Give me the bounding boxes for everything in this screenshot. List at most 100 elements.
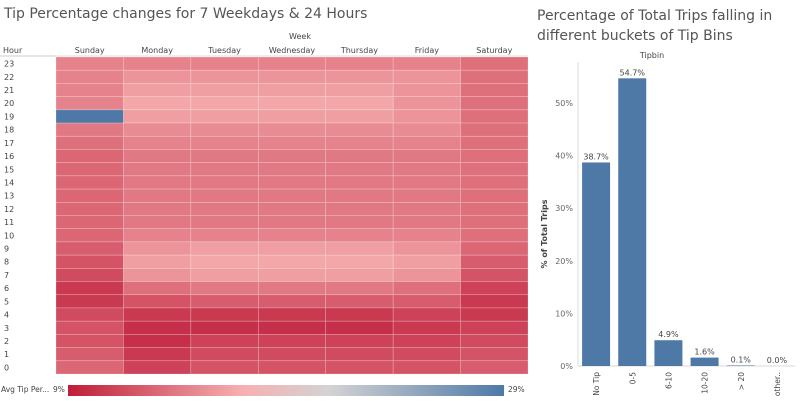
heatmap-cell-monday-8 <box>123 254 192 269</box>
heatmap-cell-thursday-21 <box>325 83 394 97</box>
heatmap-cell-sunday-5 <box>55 294 124 309</box>
row-header-label: Hour <box>3 46 23 55</box>
heatmap-cell-thursday-20 <box>325 96 394 111</box>
heatmap-cell-wednesday-22 <box>257 69 327 84</box>
heatmap-cell-saturday-1 <box>460 347 529 362</box>
bar--20 <box>726 365 755 366</box>
heatmap-cell-saturday-3 <box>460 320 529 335</box>
heatmap-cell-sunday-19 <box>55 109 124 124</box>
heatmap-cell-wednesday-2 <box>257 334 327 348</box>
heatmap-cell-wednesday-19 <box>257 109 327 124</box>
legend-color-bar <box>68 385 504 396</box>
heatmap-cell-monday-20 <box>123 96 192 111</box>
row-label-hour-13: 13 <box>4 192 14 201</box>
heatmap-cell-thursday-10 <box>325 228 394 243</box>
heatmap-cell-friday-11 <box>392 215 461 230</box>
heatmap-cell-tuesday-8 <box>190 254 259 269</box>
bar-data-label: 1.6% <box>694 348 715 357</box>
bar-6-10 <box>654 340 683 366</box>
row-label-hour-5: 5 <box>4 297 9 306</box>
heatmap-cell-friday-1 <box>392 347 461 362</box>
heatmap-cell-monday-9 <box>123 241 192 256</box>
heatmap-cell-monday-21 <box>123 83 192 97</box>
row-label-hour-19: 19 <box>4 112 14 121</box>
heatmap-cell-thursday-7 <box>325 268 394 282</box>
heatmap-title: Tip Percentage changes for 7 Weekdays & … <box>4 6 368 22</box>
heatmap-cell-wednesday-21 <box>257 83 327 97</box>
heatmap-cell-sunday-14 <box>55 175 124 190</box>
heatmap-cell-wednesday-15 <box>257 162 327 177</box>
row-label-hour-9: 9 <box>4 245 9 254</box>
heatmap-cell-wednesday-18 <box>257 122 327 137</box>
heatmap-cell-monday-12 <box>123 201 192 216</box>
x-tick-label: 0-5 <box>628 372 637 384</box>
heatmap-cell-monday-18 <box>123 122 192 137</box>
heatmap-cell-sunday-8 <box>55 254 124 269</box>
heatmap-cell-sunday-15 <box>55 162 124 177</box>
heatmap-cell-friday-13 <box>392 188 461 203</box>
heatmap-cell-thursday-11 <box>325 215 394 230</box>
heatmap-cell-wednesday-14 <box>257 175 327 190</box>
heatmap-cell-thursday-17 <box>325 135 394 150</box>
y-tick-label: 0% <box>560 362 573 371</box>
heatmap-cell-wednesday-11 <box>257 215 327 230</box>
heatmap-cell-wednesday-3 <box>257 320 327 335</box>
heatmap-cell-tuesday-2 <box>190 334 259 348</box>
heatmap-cell-thursday-22 <box>325 69 394 84</box>
bar-data-label: 0.1% <box>731 355 752 364</box>
heatmap-cell-thursday-23 <box>325 56 394 71</box>
heatmap-cell-monday-5 <box>123 294 192 309</box>
heatmap-cell-monday-19 <box>123 109 192 124</box>
heatmap-cell-thursday-6 <box>325 281 394 296</box>
heatmap-cell-monday-22 <box>123 69 192 84</box>
heatmap-cell-thursday-2 <box>325 334 394 348</box>
column-label-wednesday: Wednesday <box>269 46 316 55</box>
y-axis-title: % of Total Trips <box>540 199 549 268</box>
heatmap-cell-friday-7 <box>392 268 461 282</box>
column-header-label: Week <box>289 32 311 41</box>
x-tick-label: 6-10 <box>664 372 673 389</box>
row-label-hour-20: 20 <box>4 99 14 108</box>
heatmap-cell-wednesday-23 <box>257 56 327 71</box>
heatmap-cell-friday-19 <box>392 109 461 124</box>
row-label-hour-11: 11 <box>4 218 14 227</box>
heatmap-cell-tuesday-11 <box>190 215 259 230</box>
x-tick-label: other.. <box>773 372 782 396</box>
bar-data-label: 38.7% <box>583 152 609 161</box>
heatmap-cell-tuesday-14 <box>190 175 259 190</box>
heatmap-cell-monday-16 <box>123 149 192 163</box>
column-label-tuesday: Tuesday <box>207 46 241 55</box>
heatmap-cell-saturday-11 <box>460 215 529 230</box>
heatmap-cell-thursday-5 <box>325 294 394 309</box>
heatmap-cell-monday-1 <box>123 347 192 362</box>
heatmap-cell-thursday-4 <box>325 307 394 322</box>
row-label-hour-4: 4 <box>4 311 9 320</box>
heatmap-cell-friday-12 <box>392 201 461 216</box>
row-label-hour-15: 15 <box>4 165 14 174</box>
row-label-hour-3: 3 <box>4 324 9 333</box>
heatmap-cell-tuesday-5 <box>190 294 259 309</box>
heatmap-cell-saturday-15 <box>460 162 529 177</box>
row-label-hour-0: 0 <box>4 363 9 372</box>
column-label-monday: Monday <box>141 46 173 55</box>
heatmap-cell-monday-6 <box>123 281 192 296</box>
heatmap-cell-sunday-10 <box>55 228 124 243</box>
heatmap-cell-thursday-13 <box>325 188 394 203</box>
heatmap-cell-saturday-13 <box>460 188 529 203</box>
heatmap-cell-saturday-9 <box>460 241 529 256</box>
heatmap-cell-saturday-7 <box>460 268 529 282</box>
heatmap-cell-monday-15 <box>123 162 192 177</box>
row-label-hour-18: 18 <box>4 126 14 135</box>
heatmap-cell-tuesday-16 <box>190 149 259 163</box>
heatmap-cell-sunday-4 <box>55 307 124 322</box>
y-tick-label: 30% <box>555 204 573 213</box>
heatmap-cell-sunday-12 <box>55 201 124 216</box>
heatmap-cell-wednesday-8 <box>257 254 327 269</box>
row-label-hour-10: 10 <box>4 231 14 240</box>
heatmap-cell-wednesday-10 <box>257 228 327 243</box>
heatmap-cell-friday-4 <box>392 307 461 322</box>
heatmap-cell-tuesday-9 <box>190 241 259 256</box>
row-label-hour-16: 16 <box>4 152 14 161</box>
heatmap-cell-friday-15 <box>392 162 461 177</box>
heatmap-cell-wednesday-0 <box>257 360 327 375</box>
